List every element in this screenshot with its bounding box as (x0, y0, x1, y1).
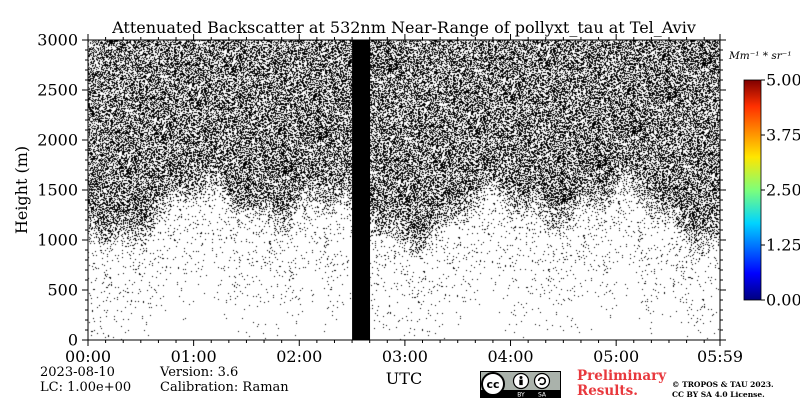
cc-license-badge: cc BY SA (480, 371, 561, 398)
x-tick-label: 02:00 (276, 347, 322, 366)
colorbar-unit-label: Mm⁻¹ * sr⁻¹ (728, 50, 792, 62)
colorbar-tick-label: 1.25 (766, 236, 800, 255)
x-tick-label: 03:00 (382, 347, 428, 366)
y-tick-label: 2500 (37, 81, 78, 100)
colorbar (743, 79, 762, 301)
meta-calibration: Calibration: Raman (160, 380, 289, 395)
colorbar-tick-label: 5.00 (766, 71, 800, 90)
x-axis-label: UTC (386, 369, 422, 388)
svg-text:cc: cc (486, 378, 499, 391)
colorbar-tick-label: 2.50 (766, 181, 800, 200)
colorbar-tick-label: 3.75 (766, 126, 800, 145)
y-tick-label: 1500 (37, 181, 78, 200)
preliminary-line-1: Preliminary (577, 368, 667, 384)
y-tick-label: 3000 (37, 31, 78, 50)
meta-lc: LC: 1.00e+00 (40, 380, 132, 395)
y-axis-label: Height (m) (12, 146, 31, 234)
badge-sa-label: SA (538, 392, 547, 399)
cc-icon (481, 372, 505, 396)
copyright-notice: © TROPOS & TAU 2023. CC BY SA 4.0 Licens… (672, 380, 774, 400)
colorbar-tick-label: 0.00 (766, 291, 800, 310)
y-tick-label: 2000 (37, 131, 78, 150)
no-data-band (352, 40, 371, 340)
meta-date: 2023-08-10 (40, 365, 115, 380)
colorbar-ticks: 0.00 1.25 2.50 3.75 5.00 (761, 71, 800, 310)
meta-version: Version: 3.6 (160, 365, 239, 380)
x-tick-label: 05:00 (593, 347, 639, 366)
x-axis: 00:00 01:00 02:00 03:00 04:00 05:00 05:59 (65, 34, 743, 366)
copyright-line-1: © TROPOS & TAU 2023. (672, 380, 774, 389)
chart-title: Attenuated Backscatter at 532nm Near-Ran… (111, 18, 696, 37)
preliminary-notice: Preliminary Results. (577, 369, 666, 399)
y-tick-label: 500 (47, 281, 78, 300)
x-tick-label: 04:00 (487, 347, 533, 366)
preliminary-line-2: Results. (577, 383, 638, 399)
y-tick-label: 1000 (37, 231, 78, 250)
share-alike-icon (533, 372, 551, 390)
x-tick-label: 00:00 (65, 347, 111, 366)
y-axis: 0 500 1000 1500 2000 2500 3000 (37, 31, 726, 350)
badge-by-label: BY (517, 392, 525, 399)
x-tick-label: 05:59 (697, 347, 743, 366)
x-tick-label: 01:00 (171, 347, 217, 366)
copyright-line-2: CC BY SA 4.0 License. (672, 390, 765, 399)
y-tick-label: 0 (68, 331, 78, 350)
